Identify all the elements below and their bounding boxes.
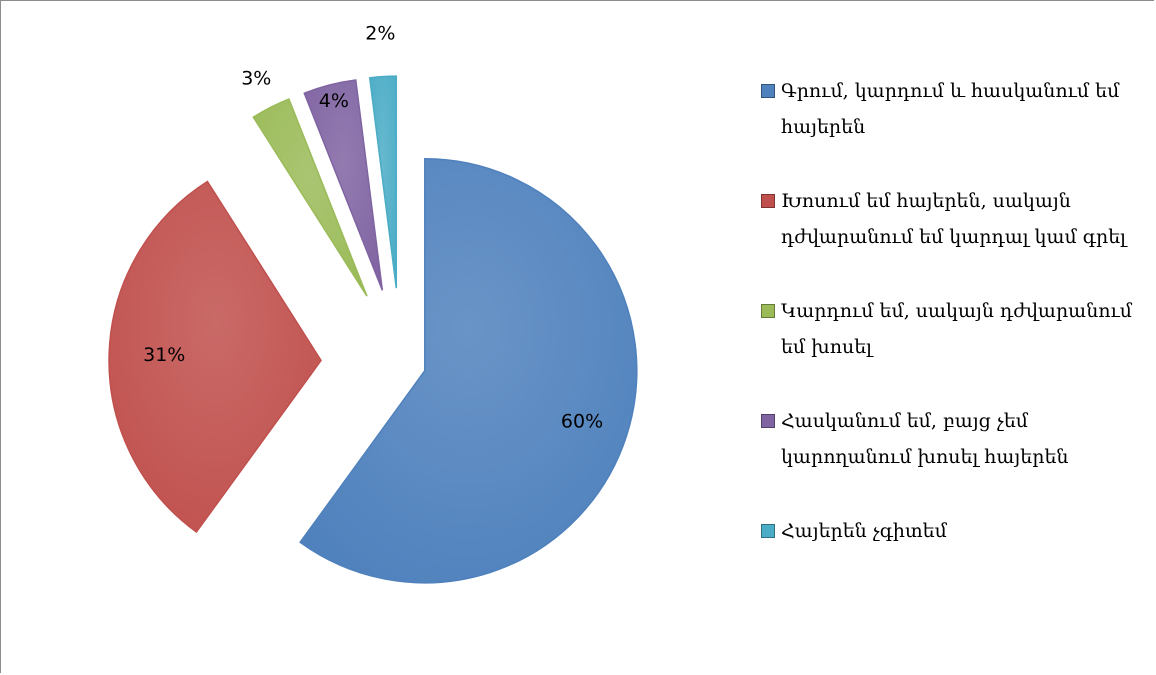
legend-entry: Հասկանում եմ, բայց չեմ կարողանում խոսել … xyxy=(761,403,1151,513)
legend-swatch xyxy=(761,84,775,98)
legend-swatch xyxy=(761,524,775,538)
pie-slice xyxy=(299,157,638,584)
legend-label: Կարդում եմ, սակայն դժվարանում եմ խոսել xyxy=(781,300,1133,358)
legend-label: Խոսում եմ հայերեն, սակայն դժվարանում եմ … xyxy=(781,190,1126,248)
legend-swatch xyxy=(761,304,775,318)
legend-label: Գրում, կարդում և հասկանում եմ հայերեն xyxy=(781,80,1120,138)
pie-slice xyxy=(303,79,384,291)
data-label: 3% xyxy=(241,67,271,89)
data-label: 4% xyxy=(319,90,349,112)
legend-entry: Կարդում եմ, սակայն դժվարանում եմ խոսել xyxy=(761,293,1151,403)
data-label: 31% xyxy=(143,344,185,366)
pie-slice xyxy=(368,75,398,289)
pie-slice xyxy=(108,180,322,534)
legend-entry: Խոսում եմ հայերեն, սակայն դժվարանում եմ … xyxy=(761,183,1151,293)
legend-entry: Գրում, կարդում և հասկանում եմ հայերեն xyxy=(761,73,1151,183)
legend-label: Հայերեն չգիտեմ xyxy=(781,520,947,542)
legend-swatch xyxy=(761,414,775,428)
legend: Գրում, կարդում և հասկանում եմ հայերեն Խոս… xyxy=(761,73,1151,623)
legend-label: Հասկանում եմ, բայց չեմ կարողանում խոսել … xyxy=(781,410,1069,468)
pie-slice xyxy=(252,98,368,297)
legend-entry: Հայերեն չգիտեմ xyxy=(761,513,1151,623)
legend-swatch xyxy=(761,194,775,208)
data-label: 2% xyxy=(365,23,395,45)
data-label: 60% xyxy=(561,410,603,432)
pie-area: 60% 31% 3% 4% 2% xyxy=(108,23,638,584)
